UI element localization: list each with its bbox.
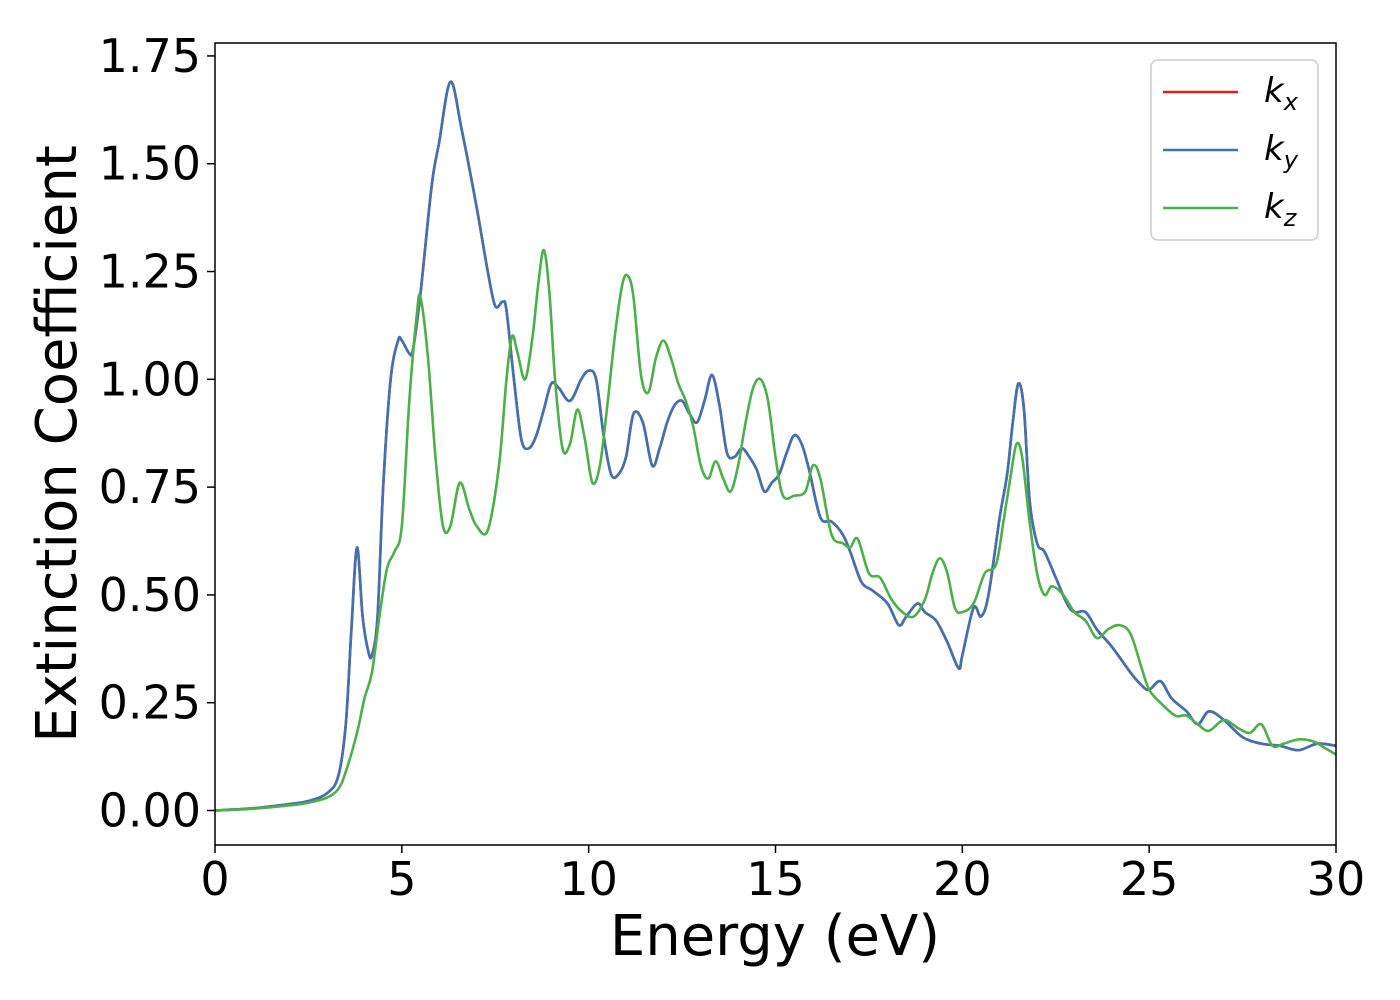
x-tick-label: 15 <box>746 852 805 906</box>
legend-label-main: k <box>1264 129 1285 169</box>
x-tick-label: 10 <box>559 852 618 906</box>
legend-label-subscript: z <box>1283 204 1298 232</box>
y-tick-label: 1.00 <box>99 352 201 406</box>
x-axis: 0 5 10 15 20 25 30 <box>200 845 1365 906</box>
y-tick-label: 1.25 <box>99 245 201 299</box>
x-tick-label: 5 <box>387 852 416 906</box>
y-tick-label: 0.50 <box>99 568 201 622</box>
legend-label-y: ky <box>1264 129 1299 174</box>
legend-label-main: k <box>1264 187 1285 227</box>
y-axis-title: Extinction Coefficient <box>25 145 90 743</box>
x-tick-label: 30 <box>1307 852 1366 906</box>
y-tick-label: 1.75 <box>99 29 201 83</box>
x-axis-title: Energy (eV) <box>610 904 940 969</box>
series-line-z <box>215 248 1336 812</box>
legend-label-main: k <box>1264 71 1285 111</box>
y-axis: 0.00 0.25 0.50 0.75 1.00 1.25 1.50 1.75 <box>99 29 215 838</box>
y-tick-label: 0.75 <box>99 460 201 514</box>
y-tick-label: 0.00 <box>99 784 201 838</box>
series-layer <box>215 80 1336 812</box>
x-tick-label: 0 <box>200 852 229 906</box>
legend-label-z: kz <box>1264 187 1298 232</box>
legend-label-subscript: x <box>1283 88 1299 116</box>
x-tick-label: 25 <box>1120 852 1179 906</box>
x-tick-label: 20 <box>933 852 992 906</box>
y-tick-label: 1.50 <box>99 137 201 191</box>
plot-area <box>214 42 1337 846</box>
y-tick-label: 0.25 <box>99 676 201 730</box>
legend-label-subscript: y <box>1283 146 1299 174</box>
legend-label-x: kx <box>1264 71 1299 116</box>
